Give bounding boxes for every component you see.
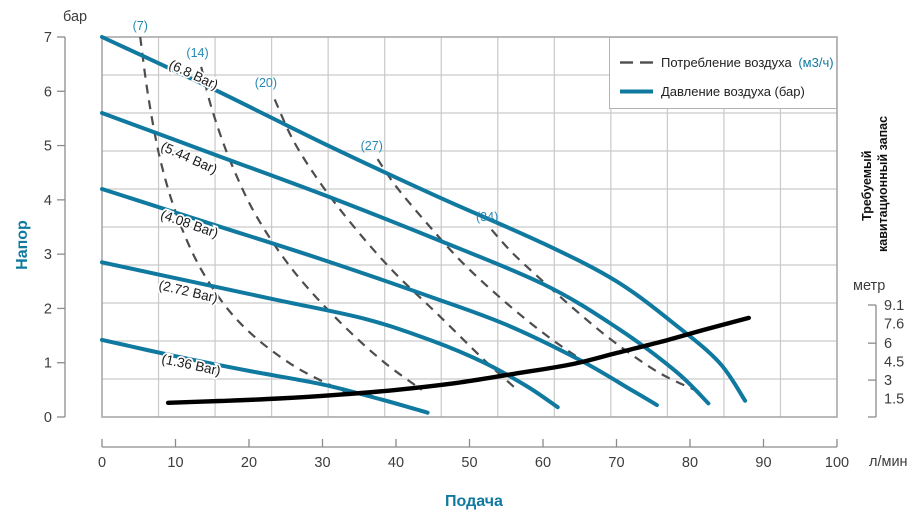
right-axis-tick-label: 9.1 — [884, 298, 904, 314]
air-pressure-curve-2.72-bar — [100, 260, 560, 410]
x-axis-tick-label: 60 — [535, 455, 551, 471]
y-axis-tick-label: 2 — [44, 301, 52, 317]
legend-item-air-pressure: Давление воздуха (бар) — [620, 84, 805, 99]
air-consumption-curve-14 — [200, 66, 423, 391]
x-axis-unit-label: л/мин — [869, 454, 908, 470]
right-axis-npsh: 9.1 7.6 6 4.5 3 1.5 — [868, 298, 904, 418]
air-pressure-curve-4.08-bar — [100, 187, 659, 408]
y-axis-tick-label: 6 — [44, 84, 52, 100]
air-consumption-curve-20 — [273, 98, 519, 391]
y-axis-title: Напор — [14, 220, 31, 270]
legend-air-consumption-label: Потребление воздуха (м3/ч) — [661, 55, 834, 70]
air-consumption-curve-7 — [139, 36, 353, 397]
air-pressure-curve-label-1.36-bar: (1.36 Bar) — [160, 351, 222, 378]
x-axis-tick-label: 50 — [461, 455, 477, 471]
legend-air-pressure-label: Давление воздуха (бар) — [661, 84, 805, 99]
right-axis-tick-label: 4.5 — [884, 355, 904, 371]
legend-air-consumption-text: Потребление воздуха — [661, 55, 792, 70]
x-axis-tick-label: 80 — [682, 455, 698, 471]
x-axis-title: Подача — [445, 493, 503, 510]
right-axis-tick-label: 7.6 — [884, 316, 904, 332]
y-axis-tick-label: 4 — [44, 193, 52, 209]
air-consumption-curve-label-27: (27) — [361, 139, 383, 153]
npsh-curve-path — [165, 315, 751, 405]
air-pressure-curve-6.8-bar — [100, 35, 748, 403]
air-consumption-curve-label-7: (7) — [133, 19, 148, 33]
y-axis-tick-label: 0 — [44, 410, 52, 426]
right-axis-title-line2: кавитационный запас — [876, 116, 890, 252]
legend-air-consumption-unit: (м3/ч) — [798, 55, 833, 70]
air-consumption-curves — [139, 36, 706, 397]
right-axis-title-line1: Требуемый — [860, 151, 874, 221]
legend: Потребление воздуха (м3/ч) Давление возд… — [609, 37, 837, 109]
x-axis-tick-label: 20 — [241, 455, 257, 471]
y-axis-tick-label: 3 — [44, 247, 52, 263]
air-consumption-curve-label-20: (20) — [255, 76, 277, 90]
air-consumption-curve-label-14: (14) — [186, 46, 208, 60]
y-axis-tick-label: 7 — [44, 30, 52, 46]
x-axis-tick-label: 10 — [167, 455, 183, 471]
air-consumption-curve-34 — [490, 228, 706, 396]
y-axis-tick-label: 5 — [44, 139, 52, 155]
legend-item-air-consumption: Потребление воздуха (м3/ч) — [620, 55, 834, 70]
air-pressure-curve-label-4.08-bar: (4.08 Bar) — [159, 207, 221, 241]
air-consumption-curve-27 — [376, 158, 629, 389]
y-axis-unit-label: бар — [63, 9, 87, 25]
air-pressure-curve-1.36-bar — [100, 337, 430, 415]
right-axis-tick-label: 3 — [884, 373, 892, 389]
x-axis-tick-label: 0 — [98, 455, 106, 471]
x-axis-tick-label: 100 — [825, 455, 849, 471]
right-axis-tick-label: 1.5 — [884, 392, 904, 408]
npsh-curve — [165, 315, 751, 405]
x-axis-tick-label: 70 — [608, 455, 624, 471]
y-axis-tick-label: 1 — [44, 356, 52, 372]
x-axis-tick-label: 40 — [388, 455, 404, 471]
plot-border — [101, 36, 838, 418]
x-axis: 0 10 20 30 40 50 60 70 80 90 100 — [98, 439, 849, 471]
air-consumption-curve-label-34: (34) — [476, 210, 498, 224]
x-axis-tick-label: 30 — [314, 455, 330, 471]
right-axis-title: Требуемый кавитационный запас — [860, 116, 890, 252]
right-axis-unit-label: метр — [853, 278, 885, 294]
air-pressure-curve-5.44-bar — [100, 111, 711, 406]
y-axis: 0 1 2 3 4 5 6 7 — [44, 30, 66, 426]
legend-box — [609, 37, 837, 109]
air-pressure-curves — [100, 35, 748, 415]
x-axis-tick-label: 90 — [755, 455, 771, 471]
right-axis-tick-label: 6 — [884, 336, 892, 352]
